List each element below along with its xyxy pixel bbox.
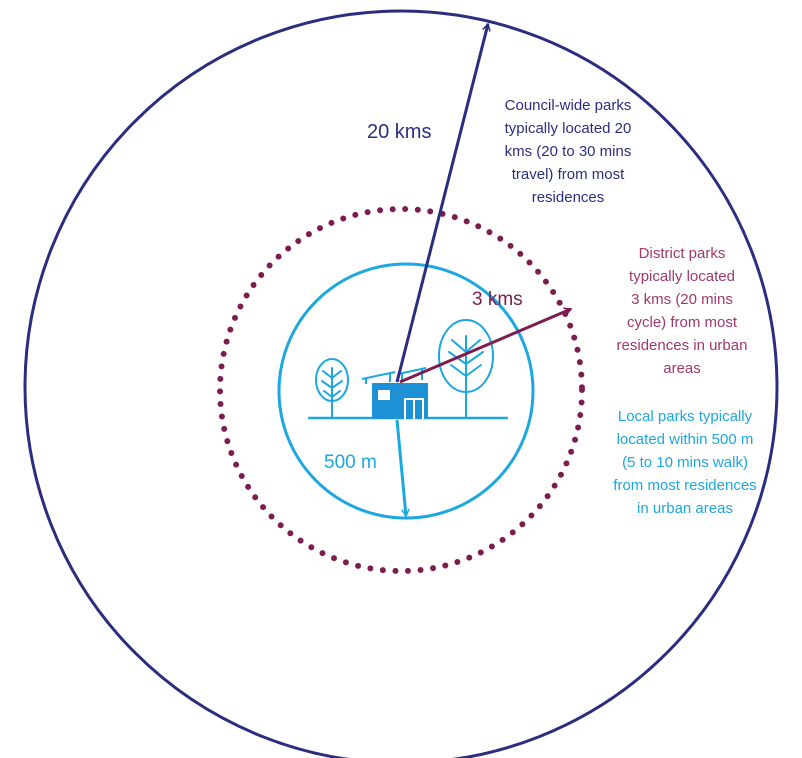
district-ring — [217, 206, 585, 574]
council-description: Council-wide parks typically located 20 … — [504, 97, 632, 206]
council-radius-arrow — [395, 24, 488, 383]
local-radius-arrow — [395, 419, 406, 516]
house-icon — [372, 383, 428, 419]
small-tree-icon — [315, 358, 349, 418]
local-ring — [277, 262, 535, 520]
district-radius-arrow — [399, 309, 571, 384]
council-ring — [23, 9, 779, 758]
local-radius-label: 500 m — [324, 452, 377, 473]
council-radius-label: 20 kms — [367, 121, 431, 143]
local-description: Local parks typically located within 500… — [613, 408, 757, 517]
district-description: District parks typically located 3 kms (… — [616, 245, 748, 377]
district-radius-label: 3 kms — [472, 289, 523, 310]
large-tree-icon — [438, 319, 494, 418]
